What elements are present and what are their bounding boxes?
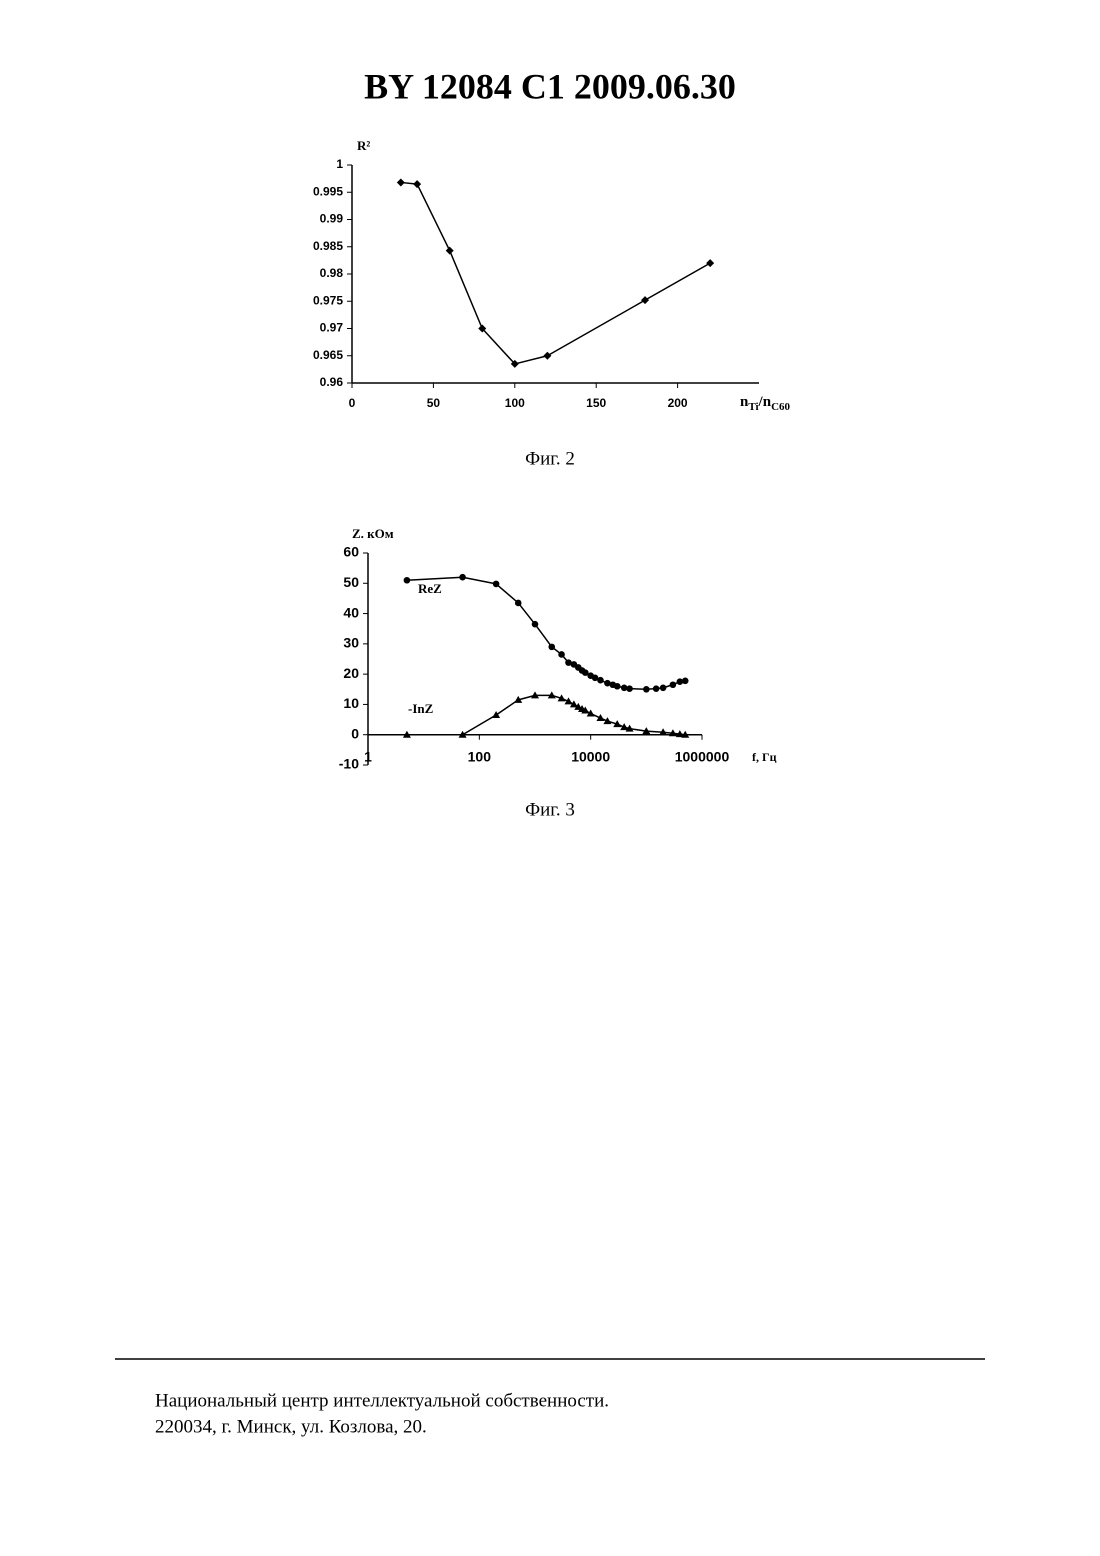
x-tick-label: 100 [505,396,525,410]
y-tick-label: 1 [336,157,343,171]
caption: Фиг. 3 [525,799,575,820]
series-line [401,182,710,363]
y-tick-label: 30 [343,635,359,651]
point [660,684,667,691]
doc-title: BY 12084 C1 2009.06.30 [364,66,736,106]
point [626,685,633,692]
series-line [407,577,685,689]
caption: Фиг. 2 [525,448,575,469]
x-tick-label: 10000 [571,749,610,765]
y-tick-label: 60 [343,544,359,560]
point [558,651,565,658]
y-tick-label: -10 [339,756,359,772]
series-line [407,695,685,734]
series-label: -InZ [408,701,434,716]
x-axis-label-part: /n [758,394,772,410]
point [706,259,714,267]
y-tick-label: 0.96 [320,375,344,389]
y-tick-label: 0.995 [313,184,343,198]
x-tick-label: 1 [364,749,372,765]
point [492,711,500,718]
page: BY 12084 C1 2009.06.30 Фиг. 2 Фиг. 3 Нац… [0,0,1100,1556]
point [614,683,621,690]
y-tick-label: 0.99 [320,212,344,226]
x-tick-label: 1000000 [675,749,730,765]
footer-line: Национальный центр интеллектуальной собс… [155,1390,609,1411]
point [515,600,522,607]
x-axis-label: nTi/nC60 [740,394,791,412]
footer-line: 220034, г. Минск, ул. Козлова, 20. [155,1416,427,1437]
x-axis-label-part: Ti [748,401,758,413]
point [532,621,539,628]
y-tick-label: 0.975 [313,293,343,307]
y-axis-label: R² [357,138,370,153]
point [459,574,466,581]
point [493,581,500,588]
y-tick-label: 10 [343,695,359,711]
y-tick-label: 20 [343,665,359,681]
series-label: ReZ [418,581,442,596]
y-tick-label: 0 [351,725,359,741]
point [543,352,551,360]
x-tick-label: 200 [668,396,688,410]
point [548,644,555,651]
point [643,686,650,693]
x-tick-label: 150 [586,396,606,410]
point [670,681,677,688]
point [413,180,421,188]
point [682,678,689,685]
point [641,296,649,304]
x-tick-label: 50 [427,396,441,410]
y-tick-label: 0.97 [320,321,344,335]
point [404,577,411,584]
y-tick-label: 40 [343,604,359,620]
y-tick-label: 0.985 [313,239,343,253]
x-axis-label-part: C60 [771,401,790,413]
point [653,685,660,692]
y-tick-label: 0.965 [313,348,343,362]
point [397,178,405,186]
point [597,677,604,684]
point [446,247,454,255]
x-axis-label: f, Гц [752,750,777,764]
x-tick-label: 100 [468,749,492,765]
y-tick-label: 0.98 [320,266,344,280]
x-tick-label: 0 [349,396,356,410]
y-tick-label: 50 [343,574,359,590]
y-axis-label: Z. кОм [352,526,394,541]
